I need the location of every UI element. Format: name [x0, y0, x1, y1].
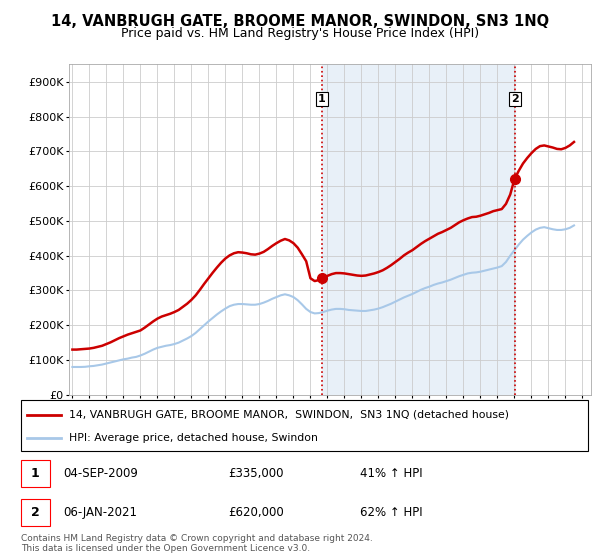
Text: HPI: Average price, detached house, Swindon: HPI: Average price, detached house, Swin… — [69, 433, 318, 443]
Bar — [322, 64, 515, 395]
Text: 14, VANBRUGH GATE, BROOME MANOR,  SWINDON,  SN3 1NQ (detached house): 14, VANBRUGH GATE, BROOME MANOR, SWINDON… — [69, 409, 509, 419]
Text: 1: 1 — [31, 466, 40, 480]
Text: 2: 2 — [511, 94, 519, 104]
Text: 2: 2 — [31, 506, 40, 519]
Text: £335,000: £335,000 — [228, 466, 284, 480]
Text: 41% ↑ HPI: 41% ↑ HPI — [360, 466, 422, 480]
Text: 14, VANBRUGH GATE, BROOME MANOR, SWINDON, SN3 1NQ: 14, VANBRUGH GATE, BROOME MANOR, SWINDON… — [51, 14, 549, 29]
Text: £620,000: £620,000 — [228, 506, 284, 519]
Text: Contains HM Land Registry data © Crown copyright and database right 2024.
This d: Contains HM Land Registry data © Crown c… — [21, 534, 373, 553]
Text: Price paid vs. HM Land Registry's House Price Index (HPI): Price paid vs. HM Land Registry's House … — [121, 27, 479, 40]
Text: 04-SEP-2009: 04-SEP-2009 — [63, 466, 138, 480]
Text: 06-JAN-2021: 06-JAN-2021 — [63, 506, 137, 519]
Text: 1: 1 — [318, 94, 326, 104]
FancyBboxPatch shape — [21, 400, 588, 451]
Text: 62% ↑ HPI: 62% ↑ HPI — [360, 506, 422, 519]
